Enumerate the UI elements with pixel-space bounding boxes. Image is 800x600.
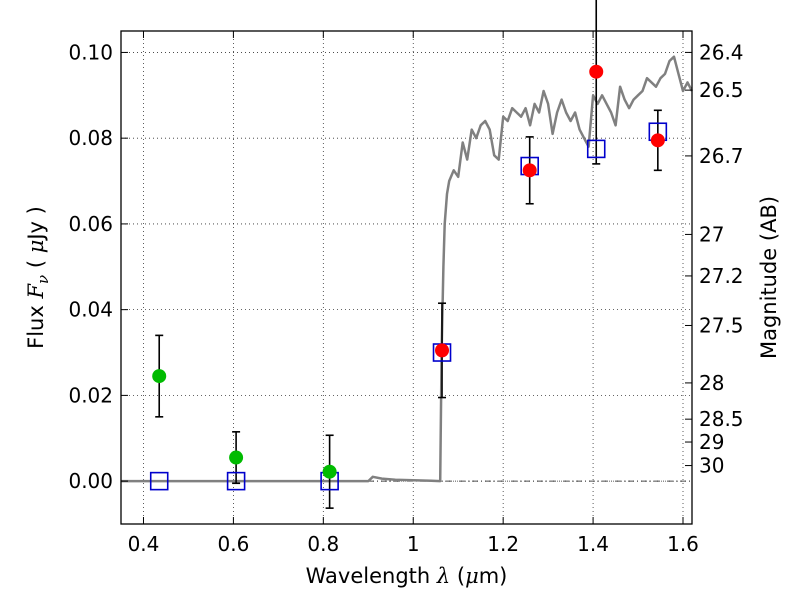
y2-axis-label: Magnitude (AB) [757,196,781,359]
x-tick-label: 1.6 [667,532,699,556]
y2-tick-label: 27 [699,222,724,246]
y-tick-label: 0.00 [68,469,113,493]
nondetection-point [322,464,337,479]
model-flux-square [226,471,246,491]
detection-point [589,64,604,79]
x-tick-label: 1 [407,532,420,556]
y-tick-label: 0.02 [68,383,113,407]
x-tick-label: 1.4 [577,532,609,556]
y-tick-label: 0.06 [68,212,113,236]
error-bars [155,0,662,509]
data-markers [149,64,668,491]
y2-tick-label: 27.5 [699,313,744,337]
y2-tick-label: 26.5 [699,78,744,102]
nondetection-point [229,450,244,465]
x-tick-label: 0.4 [128,532,160,556]
x-axis-label: Wavelength λ (μm) [306,564,508,588]
model-flux-square [586,139,606,159]
sed-model-line [121,55,694,483]
y-tick-labels: 0.00 0.02 0.04 0.06 0.08 0.10 [68,40,113,493]
detection-point [522,163,537,178]
y2-tick-label: 27.2 [699,264,744,288]
sed-model-curve [121,55,694,483]
detection-point [435,343,450,358]
detection-point [650,133,665,148]
axis-ticks [121,31,692,524]
y2-tick-label: 29 [699,430,724,454]
y2-tick-label: 26.7 [699,144,744,168]
y-tick-label: 0.08 [68,126,113,150]
y2-tick-label: 30 [699,454,724,478]
x-tick-label: 0.8 [307,532,339,556]
x-tick-labels: 0.4 0.6 0.8 1 1.2 1.4 1.6 [128,532,699,556]
y-axis-label: Flux Fν ( μJy ) [24,206,52,349]
y2-tick-label: 28 [699,371,724,395]
x-tick-label: 0.6 [217,532,249,556]
model-flux-square [149,471,169,491]
x-tick-label: 1.2 [487,532,519,556]
y-tick-label: 0.10 [68,40,113,64]
nondetection-point [152,369,167,384]
y2-tick-label: 28.5 [699,407,744,431]
plot-frame [120,30,693,525]
y-tick-label: 0.04 [68,298,113,322]
y2-tick-label: 26.4 [699,40,744,64]
